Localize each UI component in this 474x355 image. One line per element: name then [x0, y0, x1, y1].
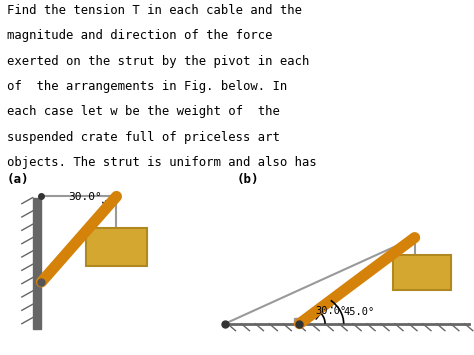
- Text: magnitude and direction of the force: magnitude and direction of the force: [7, 29, 273, 42]
- Text: (a): (a): [7, 173, 29, 186]
- Bar: [86, 228, 147, 266]
- Text: 30.0°: 30.0°: [316, 306, 347, 316]
- Text: 30.0°: 30.0°: [69, 192, 102, 202]
- Bar: [33, 198, 41, 329]
- Text: objects. The strut is uniform and also has: objects. The strut is uniform and also h…: [7, 156, 317, 169]
- Bar: [294, 318, 305, 324]
- Text: exerted on the strut by the pivot in each: exerted on the strut by the pivot in eac…: [7, 55, 310, 67]
- Text: suspended crate full of priceless art: suspended crate full of priceless art: [7, 131, 280, 144]
- Text: (b): (b): [237, 173, 259, 186]
- Text: Find the tension T in each cable and the: Find the tension T in each cable and the: [7, 4, 302, 17]
- Text: of  the arrangements in Fig. below. In: of the arrangements in Fig. below. In: [7, 80, 287, 93]
- Text: 45.0°: 45.0°: [344, 307, 375, 317]
- Bar: [392, 255, 451, 290]
- Text: each case let w be the weight of  the: each case let w be the weight of the: [7, 105, 280, 118]
